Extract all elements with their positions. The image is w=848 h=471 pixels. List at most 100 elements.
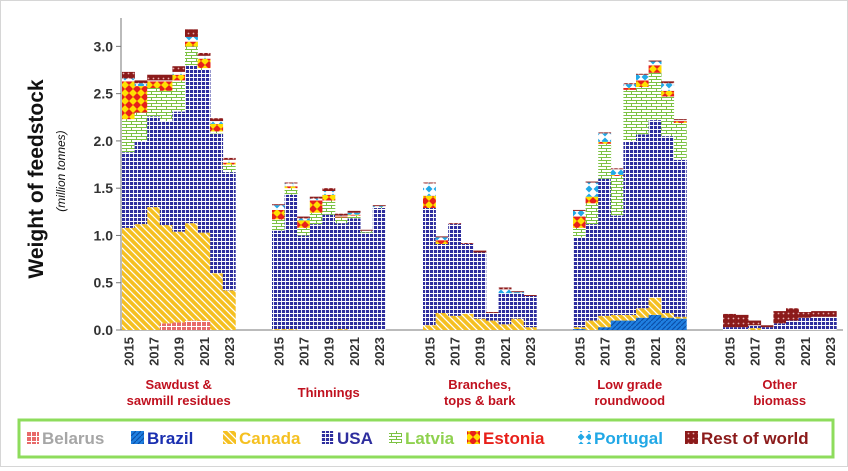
- bar-segment-latvia-2022: [661, 96, 675, 137]
- bar-segment-portugal-2016: [435, 237, 449, 241]
- bar-segment-usa-2021: [347, 218, 361, 330]
- y-tick-label: 3.0: [94, 38, 114, 54]
- bar-segment-estonia-2015: [122, 81, 135, 120]
- bar-segment-rest-of-world-2023: [823, 311, 837, 317]
- bar-segment-estonia-2019: [322, 194, 336, 201]
- bar-segment-rest-of-world-2019: [773, 311, 787, 324]
- y-tick-label: 0.0: [94, 322, 114, 338]
- bar-segment-latvia-2017: [598, 143, 612, 179]
- bar-segment-estonia-2019: [623, 87, 637, 90]
- bar-segment-usa-2023: [673, 159, 687, 317]
- bar-segment-canada-2020: [486, 320, 499, 330]
- bar-segment-rest-of-world-2015: [423, 182, 436, 184]
- bar-segment-rest-of-world-2019: [322, 188, 336, 192]
- bar-segment-rest-of-world-2019: [172, 66, 186, 72]
- bar-segment-estonia-2021: [197, 58, 211, 69]
- y-tick-label: 0.5: [94, 275, 114, 291]
- bar-segment-usa-2017: [448, 224, 462, 316]
- bar-segment-canada-2020: [185, 223, 198, 321]
- bar-segment-estonia-2019: [172, 74, 186, 81]
- bar-segment-estonia-2020: [636, 80, 649, 88]
- bar-segment-usa-2019: [172, 111, 186, 232]
- legend-label-rest-of-world: Rest of world: [701, 429, 809, 448]
- bar-segment-rest-of-world-2022: [661, 81, 675, 84]
- bar-segment-latvia-2020: [185, 46, 198, 66]
- bar-segment-rest-of-world-2019: [623, 83, 637, 85]
- bar-segment-rest-of-world-2015: [272, 204, 285, 206]
- bar-segment-usa-2023: [222, 172, 236, 291]
- bar-group-branches-tops-bark: [423, 182, 537, 330]
- x-tick-label: 2019: [322, 337, 337, 366]
- x-tick-label: 2015: [271, 337, 286, 366]
- bar-segment-portugal-2018: [309, 198, 323, 201]
- bar-segment-usa-2019: [322, 214, 336, 330]
- y-tick-label: 2.0: [94, 133, 114, 149]
- bar-segment-estonia-2020: [335, 216, 348, 218]
- bar-segment-latvia-2019: [172, 80, 186, 112]
- bar-segment-canada-2017: [448, 315, 462, 330]
- bar-segment-portugal-2016: [134, 83, 148, 87]
- legend: Belarus Brazil Canada USA Latvia Estonia Portu…: [17, 418, 835, 459]
- x-tick-label: 2021: [498, 337, 513, 366]
- bar-segment-rest-of-world-2021: [197, 52, 211, 56]
- bar-segment-portugal-2021: [347, 212, 361, 215]
- bar-segment-portugal-2015: [423, 183, 436, 196]
- y-axis-title: Weight of feedstock: [25, 79, 48, 278]
- bar-segment-canada-2020: [335, 329, 348, 330]
- bar-segment-rest-of-world-2016: [585, 181, 599, 183]
- bar-segment-latvia-2018: [309, 212, 323, 225]
- bar-segment-brazil-2023: [673, 318, 687, 330]
- bar-segment-canada-2019: [172, 231, 186, 323]
- bar-segment-usa-2020: [636, 134, 649, 309]
- bar-segment-usa-2021: [798, 317, 812, 330]
- bar-segment-canada-2023: [222, 290, 236, 330]
- legend-swatch-estonia: [467, 431, 480, 444]
- bar-segment-canada-2016: [435, 312, 449, 330]
- bar-segment-rest-of-world-2017: [448, 223, 462, 225]
- bar-segment-portugal-2020: [335, 215, 348, 217]
- bar-segment-usa-2015: [723, 327, 736, 330]
- bar-segment-latvia-2017: [297, 227, 311, 236]
- bar-segment-portugal-2021: [648, 61, 662, 66]
- x-tick-label: 2023: [222, 337, 237, 366]
- axes: 0.0 0.5 1.0 1.5 2.0 2.5 3.0: [94, 18, 843, 338]
- bar-segment-portugal-2015: [573, 210, 586, 217]
- bar-segment-latvia-2023: [372, 207, 386, 209]
- bar-group-thinnings: [272, 182, 386, 330]
- bar-segment-estonia-2015: [272, 209, 285, 220]
- bar-segment-portugal-2021: [498, 289, 512, 294]
- bar-segment-portugal-2019: [172, 71, 186, 75]
- x-tick-label: 2021: [798, 337, 813, 366]
- bar-segment-canada-2019: [473, 318, 487, 330]
- x-tick-label: 2023: [823, 337, 838, 366]
- group-label-other-biomass: Other: [762, 377, 797, 392]
- bar-segment-usa-2017: [598, 178, 612, 316]
- bar-segment-portugal-2020: [636, 74, 649, 81]
- bar-segment-portugal-2018: [159, 80, 173, 82]
- legend-swatch-brazil: [131, 431, 144, 444]
- bar-segment-rest-of-world-2018: [610, 168, 624, 170]
- y-tick-label: 1.0: [94, 227, 114, 243]
- bar-group-sawdust-sawmill-residues: [122, 29, 236, 330]
- bar-segment-rest-of-world-2021: [798, 312, 812, 318]
- bar-segment-estonia-2016: [435, 240, 449, 244]
- bar-segment-canada-2021: [197, 232, 211, 321]
- bar-segment-estonia-2020: [185, 41, 198, 47]
- bar-segment-rest-of-world-2020: [786, 308, 799, 321]
- bar-segment-rest-of-world-2023: [222, 157, 236, 160]
- bar-segment-latvia-2021: [648, 72, 662, 121]
- bar-segment-portugal-2018: [610, 169, 624, 175]
- x-tick-label: 2017: [448, 337, 463, 366]
- bar-segment-rest-of-world-2020: [185, 29, 198, 37]
- bar-segment-usa-2018: [610, 215, 624, 315]
- bar-segment-latvia-2022: [360, 230, 374, 233]
- bar-segment-brazil-2017: [598, 327, 612, 330]
- bar-segment-usa-2018: [460, 243, 474, 314]
- bar-segment-latvia-2017: [147, 87, 161, 117]
- bar-segment-belarus-2019: [172, 322, 186, 330]
- x-tick-label: 2019: [172, 337, 187, 366]
- bar-segment-canada-2021: [648, 297, 662, 315]
- bar-segment-rest-of-world-2023: [523, 295, 537, 296]
- bar-segment-rest-of-world-2017: [147, 74, 161, 81]
- bar-segment-estonia-2018: [309, 200, 323, 213]
